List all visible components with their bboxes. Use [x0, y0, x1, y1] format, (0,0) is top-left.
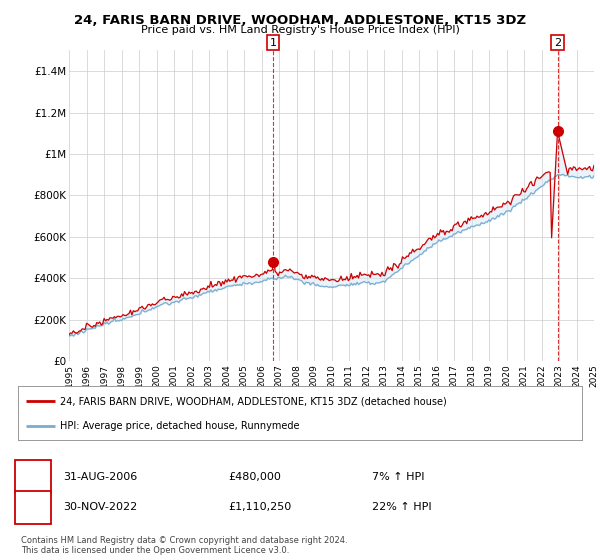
Text: 2: 2: [29, 501, 37, 514]
Text: 24, FARIS BARN DRIVE, WOODHAM, ADDLESTONE, KT15 3DZ: 24, FARIS BARN DRIVE, WOODHAM, ADDLESTON…: [74, 14, 526, 27]
Text: £1,110,250: £1,110,250: [228, 502, 291, 512]
Text: 31-AUG-2006: 31-AUG-2006: [63, 472, 137, 482]
Text: £480,000: £480,000: [228, 472, 281, 482]
Text: 1: 1: [269, 38, 277, 48]
Text: 30-NOV-2022: 30-NOV-2022: [63, 502, 137, 512]
Text: 22% ↑ HPI: 22% ↑ HPI: [372, 502, 431, 512]
Text: Contains HM Land Registry data © Crown copyright and database right 2024.: Contains HM Land Registry data © Crown c…: [21, 536, 347, 545]
Text: Price paid vs. HM Land Registry's House Price Index (HPI): Price paid vs. HM Land Registry's House …: [140, 25, 460, 35]
Text: 1: 1: [29, 470, 37, 483]
Text: 24, FARIS BARN DRIVE, WOODHAM, ADDLESTONE, KT15 3DZ (detached house): 24, FARIS BARN DRIVE, WOODHAM, ADDLESTON…: [60, 396, 447, 407]
Text: 7% ↑ HPI: 7% ↑ HPI: [372, 472, 425, 482]
Text: 2: 2: [554, 38, 561, 48]
Text: HPI: Average price, detached house, Runnymede: HPI: Average price, detached house, Runn…: [60, 421, 300, 431]
Text: This data is licensed under the Open Government Licence v3.0.: This data is licensed under the Open Gov…: [21, 546, 289, 555]
